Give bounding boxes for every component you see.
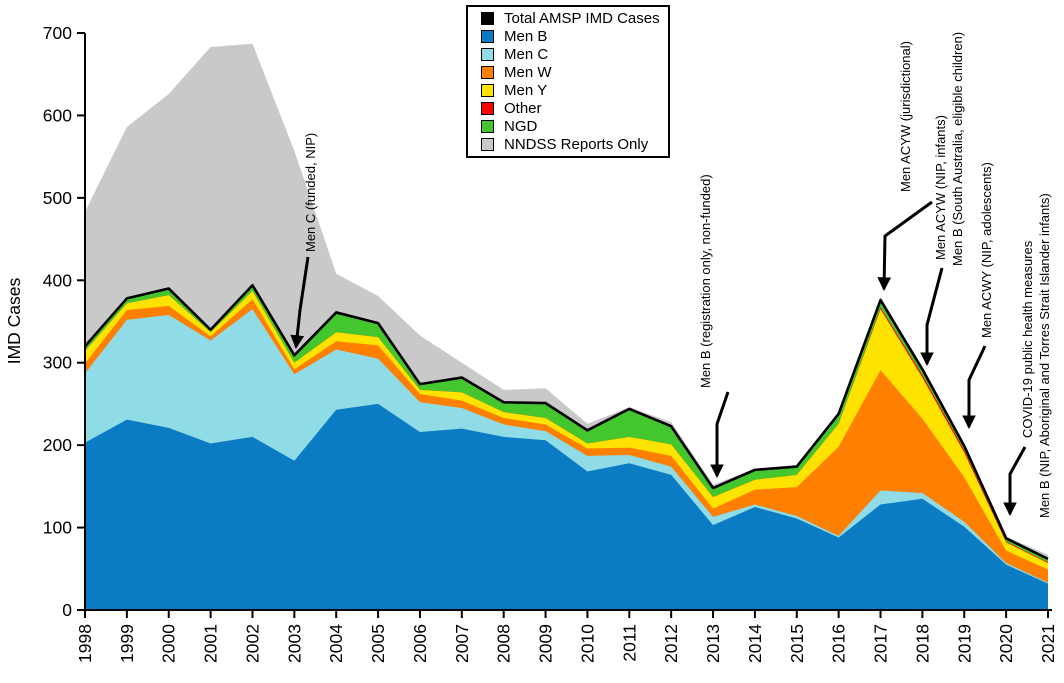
x-tick-label-2005: 2005: [368, 624, 388, 663]
legend-item-ngd: NGD: [481, 118, 668, 135]
legend-item-other: Other: [481, 100, 668, 117]
x-tick-label-2003: 2003: [284, 624, 304, 663]
x-tick-label-2010: 2010: [577, 624, 597, 663]
area-men-b: [85, 403, 1048, 610]
legend-item-men-w: Men W: [481, 64, 668, 81]
x-tick-label-2018: 2018: [912, 624, 932, 663]
legend-label-nndss-reports-only: NNDSS Reports Only: [504, 136, 649, 153]
x-tick-label-2008: 2008: [494, 624, 514, 663]
x-tick-label-2013: 2013: [703, 624, 723, 663]
legend-label-other: Other: [504, 100, 542, 117]
y-tick-label-100: 100: [43, 518, 72, 538]
y-tick-label-0: 0: [62, 600, 72, 620]
y-tick-label-200: 200: [43, 435, 72, 455]
y-axis-label: IMD Cases: [4, 277, 24, 364]
legend-swatch-nndss-reports-only: [481, 138, 494, 151]
x-tick-label-2020: 2020: [996, 624, 1016, 663]
y-tick-label-400: 400: [43, 270, 72, 290]
chart-axes: 0 100 200 300 400 500 600 700 1998 1999 2000 2001 20…: [43, 23, 1058, 663]
x-tick-label-2006: 2006: [410, 624, 430, 663]
annotation-men-acyw-nip-infants: Men ACYW (NIP, infants): [933, 115, 948, 260]
legend-swatch-total-amsp-imd-cases: [481, 12, 494, 25]
y-tick-label-500: 500: [43, 188, 72, 208]
chart-areas: [84, 43, 1049, 611]
legend-label-men-y: Men Y: [504, 82, 548, 99]
annotation-men-b-nip-aboriginal-and-torres-strait-i: Men B (NIP, Aboriginal and Torres Strait…: [1037, 193, 1052, 518]
legend-item-men-c: Men C: [481, 46, 668, 63]
x-tick-label-2017: 2017: [871, 624, 891, 663]
annotation-men-acwy-nip-adolescents: Men ACWY (NIP, adolescents): [979, 162, 994, 338]
legend-label-men-w: Men W: [504, 64, 552, 81]
legend-swatch-other: [481, 102, 494, 115]
legend-label-men-b: Men B: [504, 28, 548, 45]
y-tick-label-300: 300: [43, 353, 72, 373]
legend-item-nndss-reports-only: NNDSS Reports Only: [481, 136, 668, 153]
arrow-covid-19: [1003, 446, 1027, 517]
x-tick-label-2015: 2015: [787, 624, 807, 663]
legend: Total AMSP IMD Cases Men B Men C Men W Men Y…: [466, 5, 670, 158]
arrow-men-acyw-jurisdictional: [877, 200, 933, 292]
x-tick-label-1999: 1999: [117, 624, 137, 663]
x-tick-label-2002: 2002: [242, 624, 262, 663]
annotation-men-b-registration-only-non-funded: Men B (registration only, non-funded): [698, 174, 713, 388]
x-tick-label-2021: 2021: [1038, 624, 1058, 663]
x-tick-label-2012: 2012: [661, 624, 681, 663]
annotation-men-acyw-jurisdictional: Men ACYW (jurisdictional): [898, 41, 913, 192]
y-tick-label-700: 700: [43, 23, 72, 43]
arrow-men-acyw-nip-infants: [920, 267, 944, 367]
x-tick-label-1998: 1998: [75, 624, 95, 663]
annotation-men-b-south-australia-eligible-children: Men B (South Australia, eligible childre…: [950, 32, 965, 266]
x-tick-label-2007: 2007: [452, 624, 472, 663]
legend-swatch-men-y: [481, 84, 494, 97]
annotation-men-c-funded-nip: Men C (funded, NIP): [303, 133, 318, 252]
x-tick-label-2014: 2014: [745, 624, 765, 663]
y-tick-label-600: 600: [43, 105, 72, 125]
legend-swatch-men-c: [481, 48, 494, 61]
total-amsp-line: [84, 283, 1049, 561]
x-tick-label-2001: 2001: [201, 624, 221, 663]
legend-label-total-amsp-imd-cases: Total AMSP IMD Cases: [504, 10, 660, 27]
arrow-men-acwy-adolescents: [962, 345, 987, 430]
x-tick-label-2016: 2016: [829, 624, 849, 663]
legend-item-men-y: Men Y: [481, 82, 668, 99]
chart-annotations: Men C (funded, NIP) Men B (registration o…: [290, 32, 1052, 518]
legend-item-men-b: Men B: [481, 28, 668, 45]
legend-item-total-amsp-imd-cases: Total AMSP IMD Cases: [481, 10, 668, 27]
legend-label-ngd: NGD: [504, 118, 538, 135]
arrow-men-c-funded: [290, 256, 310, 350]
legend-label-men-c: Men C: [504, 46, 549, 63]
x-tick-label-2009: 2009: [536, 624, 556, 663]
legend-swatch-men-b: [481, 30, 494, 43]
arrow-men-b-registration: [710, 391, 730, 479]
annotation-covid-19-public-health-measures: COVID-19 public health measures: [1020, 240, 1035, 438]
x-tick-label-2019: 2019: [954, 624, 974, 663]
legend-swatch-men-w: [481, 66, 494, 79]
x-tick-label-2004: 2004: [326, 624, 346, 663]
x-tick-label-2000: 2000: [159, 624, 179, 663]
legend-swatch-ngd: [481, 120, 494, 133]
x-tick-label-2011: 2011: [619, 624, 639, 662]
